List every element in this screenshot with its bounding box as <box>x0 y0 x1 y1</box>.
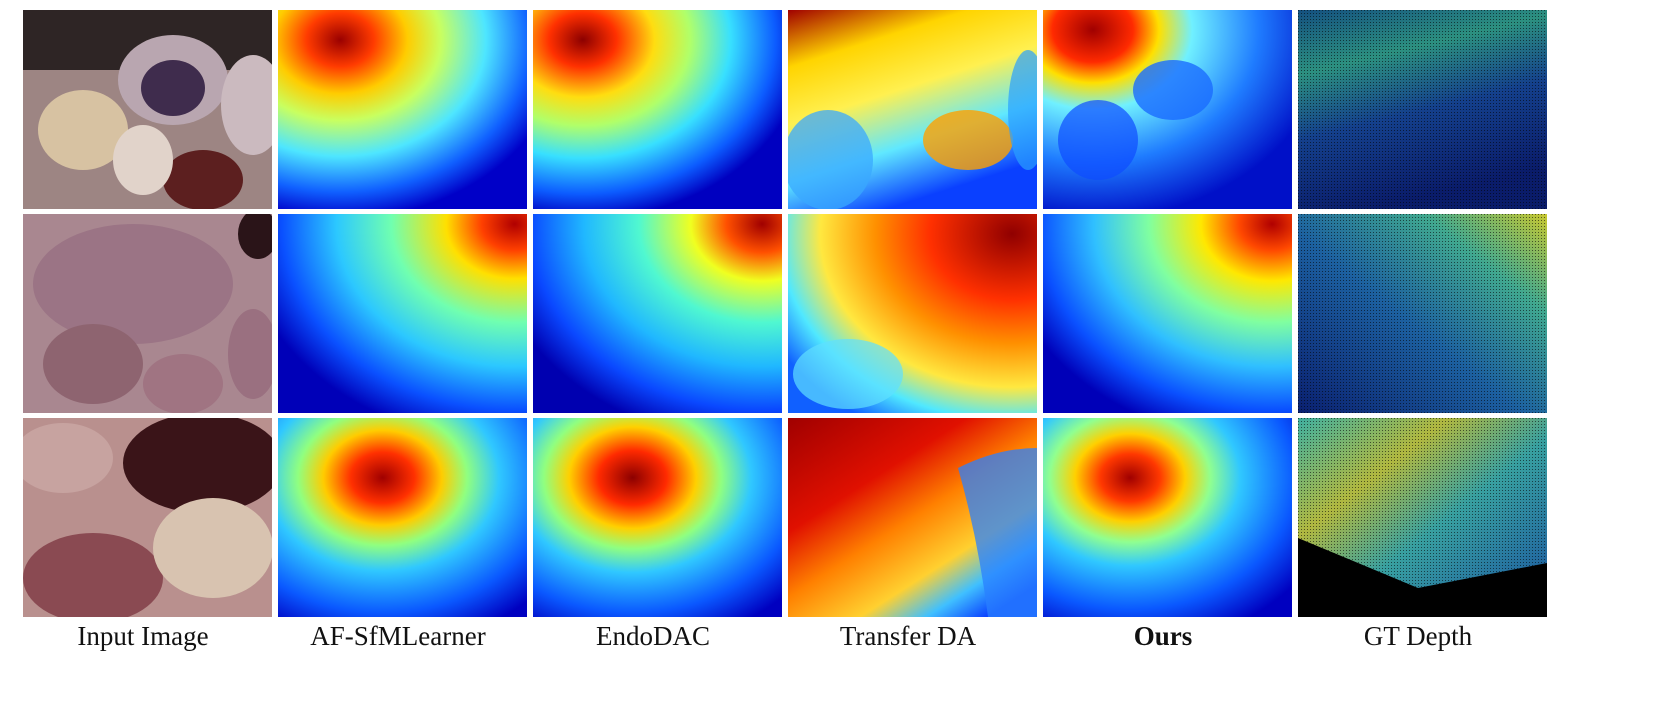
af-sfmlearner-row3 <box>278 418 527 617</box>
ours-row1 <box>1043 10 1292 209</box>
transfer-da-row2 <box>788 214 1037 413</box>
gt-depth-row2 <box>1298 214 1547 413</box>
input-image-row3 <box>23 418 272 617</box>
column-label-gt-depth: GT Depth <box>1363 621 1473 651</box>
gt-depth-row1 <box>1298 10 1547 209</box>
transfer-da-row3 <box>788 418 1037 617</box>
column-label-endodac: EndoDAC <box>596 621 710 651</box>
ours-row3 <box>1043 418 1292 617</box>
column-label-transfer-da: Transfer DA <box>839 621 977 651</box>
endodac-row1 <box>533 10 782 209</box>
endodac-row2 <box>533 214 782 413</box>
gt-depth-row3 <box>1298 418 1547 617</box>
transfer-da-row1 <box>788 10 1037 209</box>
input-image-row1 <box>23 10 272 209</box>
af-sfmlearner-row1 <box>278 10 527 209</box>
column-label-af-sfmlearner: AF-SfMLearner <box>310 621 486 651</box>
column-label-ours: Ours <box>1133 621 1193 651</box>
ours-row2 <box>1043 214 1292 413</box>
af-sfmlearner-row2 <box>278 214 527 413</box>
endodac-row3 <box>533 418 782 617</box>
input-image-row2 <box>23 214 272 413</box>
column-label-input-image: Input Image <box>77 621 209 651</box>
